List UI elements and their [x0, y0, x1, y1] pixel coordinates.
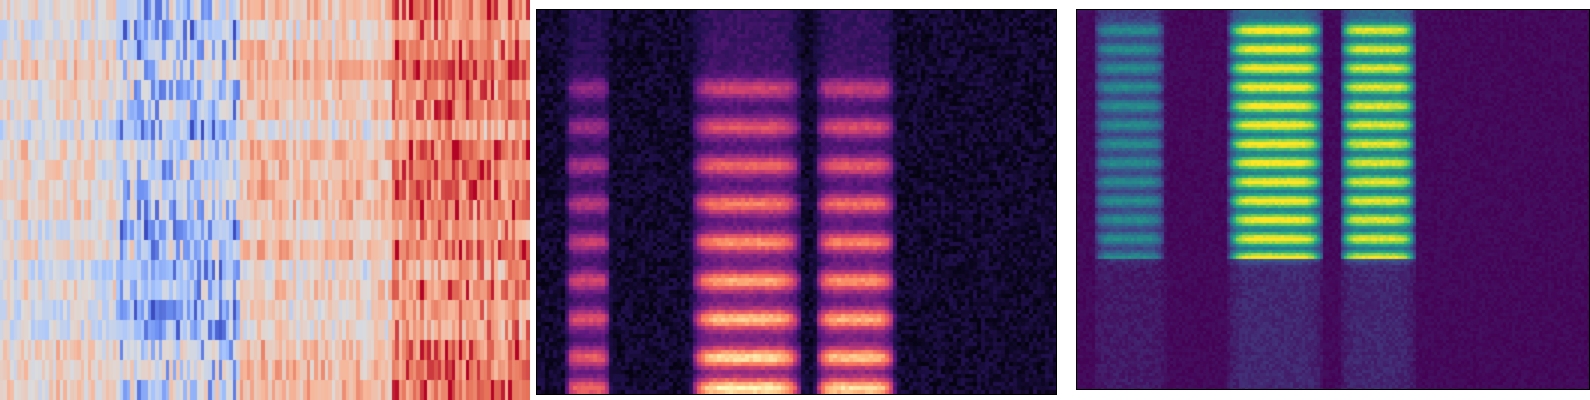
mfcc-heatmap-canvas	[0, 0, 530, 400]
mel-spectrogram-canvas	[537, 10, 1056, 394]
mfcc-heatmap	[0, 0, 530, 400]
linear-spectrogram	[1076, 9, 1590, 390]
linear-spectrogram-canvas	[1077, 10, 1589, 389]
mel-spectrogram	[536, 9, 1057, 395]
